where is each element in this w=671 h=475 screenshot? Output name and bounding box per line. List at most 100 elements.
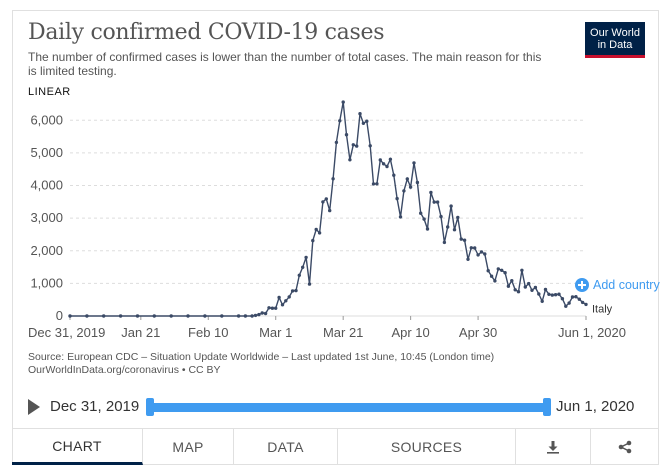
data-point[interactable] [500, 268, 504, 272]
data-point[interactable] [446, 225, 450, 229]
data-point[interactable] [540, 299, 544, 303]
scale-toggle[interactable]: LINEAR [28, 86, 71, 98]
data-point[interactable] [439, 214, 443, 219]
data-point[interactable] [466, 257, 470, 261]
data-point[interactable] [358, 112, 362, 116]
data-point[interactable] [496, 267, 500, 271]
tab-map[interactable]: MAP [143, 429, 234, 465]
data-point[interactable] [533, 285, 538, 290]
data-point[interactable] [135, 314, 140, 318]
data-point[interactable] [483, 252, 487, 256]
data-point[interactable] [459, 237, 463, 241]
data-point[interactable] [328, 208, 332, 213]
data-point[interactable] [543, 287, 548, 292]
data-point[interactable] [317, 231, 322, 235]
data-point[interactable] [527, 281, 531, 286]
data-point[interactable] [378, 158, 382, 162]
data-point[interactable] [412, 161, 416, 165]
data-point[interactable] [169, 314, 173, 318]
tab-data[interactable]: DATA [234, 429, 338, 465]
data-point[interactable] [334, 140, 339, 145]
data-point[interactable] [408, 185, 413, 189]
data-point[interactable] [344, 133, 349, 137]
data-point[interactable] [435, 200, 440, 204]
data-point[interactable] [580, 300, 585, 305]
data-point[interactable] [243, 314, 248, 318]
data-point[interactable] [462, 238, 467, 242]
data-point[interactable] [503, 271, 507, 275]
data-point[interactable] [311, 238, 315, 243]
data-point[interactable] [348, 158, 352, 162]
data-point[interactable] [250, 314, 254, 318]
data-point[interactable] [203, 314, 207, 318]
data-point[interactable] [449, 204, 453, 208]
data-point[interactable] [361, 121, 366, 126]
data-point[interactable] [341, 100, 345, 104]
data-point[interactable] [388, 157, 393, 161]
data-point[interactable] [506, 284, 511, 288]
data-point[interactable] [331, 177, 335, 181]
data-point[interactable] [307, 282, 312, 286]
data-point[interactable] [550, 293, 554, 297]
data-point[interactable] [321, 200, 325, 204]
data-point[interactable] [375, 182, 379, 186]
data-point[interactable] [186, 314, 190, 318]
data-point[interactable] [85, 314, 89, 318]
data-point[interactable] [253, 313, 258, 318]
source-line-2[interactable]: OurWorldInData.org/coronavirus • CC BY [28, 364, 221, 376]
data-point[interactable] [557, 292, 561, 296]
timeline-start-handle[interactable] [146, 398, 154, 416]
data-point[interactable] [304, 255, 308, 260]
data-point[interactable] [479, 250, 484, 254]
data-point[interactable] [452, 228, 457, 232]
data-point[interactable] [257, 312, 261, 317]
data-point[interactable] [584, 302, 588, 307]
data-point[interactable] [324, 197, 328, 201]
data-point[interactable] [476, 253, 480, 257]
data-point[interactable] [422, 217, 426, 221]
data-point[interactable] [523, 285, 527, 289]
data-point[interactable] [553, 293, 558, 297]
data-point[interactable] [547, 292, 551, 296]
play-icon[interactable] [28, 399, 40, 415]
data-point[interactable] [284, 299, 288, 303]
data-point[interactable] [405, 177, 409, 181]
owid-logo[interactable]: Our World in Data [585, 22, 645, 58]
data-point[interactable] [398, 215, 403, 219]
data-point[interactable] [392, 173, 396, 177]
download-button[interactable] [516, 429, 591, 465]
data-point[interactable] [577, 297, 581, 301]
data-point[interactable] [530, 288, 534, 292]
data-point[interactable] [456, 215, 460, 220]
data-point[interactable] [486, 269, 490, 273]
data-point[interactable] [263, 311, 268, 316]
add-country-button[interactable]: Add country [575, 278, 660, 292]
data-point[interactable] [489, 274, 494, 278]
data-point[interactable] [270, 306, 275, 310]
data-point[interactable] [537, 292, 541, 296]
data-point[interactable] [118, 314, 123, 318]
data-point[interactable] [570, 295, 575, 299]
data-point[interactable] [368, 144, 372, 148]
data-point[interactable] [432, 200, 436, 204]
data-point[interactable] [355, 144, 359, 148]
data-point[interactable] [493, 279, 497, 283]
add-country-label[interactable]: Add country [593, 278, 660, 292]
data-point[interactable] [425, 227, 430, 231]
data-point[interactable] [102, 314, 106, 318]
data-point[interactable] [419, 211, 423, 215]
tab-sources[interactable]: SOURCES [338, 429, 516, 465]
data-point[interactable] [365, 119, 369, 123]
data-point[interactable] [274, 306, 278, 310]
data-point[interactable] [402, 189, 406, 193]
data-point[interactable] [510, 279, 514, 283]
data-point[interactable] [415, 180, 420, 185]
data-point[interactable] [469, 246, 473, 250]
data-point[interactable] [442, 240, 447, 245]
data-point[interactable] [395, 196, 399, 201]
data-point[interactable] [287, 295, 291, 299]
data-point[interactable] [297, 273, 301, 277]
data-point[interactable] [152, 314, 156, 318]
data-point[interactable] [301, 265, 305, 269]
data-point[interactable] [513, 288, 517, 292]
